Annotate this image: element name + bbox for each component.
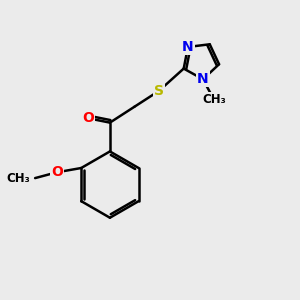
Text: O: O	[51, 165, 63, 179]
Text: CH₃: CH₃	[202, 93, 226, 106]
Text: N: N	[197, 72, 209, 86]
Text: N: N	[182, 40, 194, 54]
Text: O: O	[82, 111, 94, 125]
Text: S: S	[154, 84, 164, 98]
Text: CH₃: CH₃	[6, 172, 30, 184]
